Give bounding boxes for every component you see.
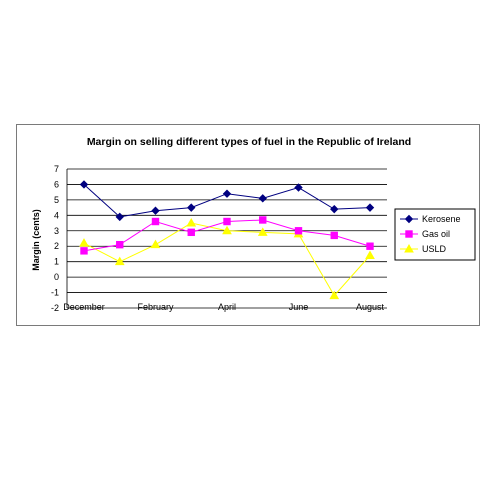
chart-title: Margin on selling different types of fue… [87,136,411,148]
series-usld [79,218,375,300]
series-gas-oil [80,216,374,255]
x-tick-label: April [218,302,236,312]
data-point [187,228,195,237]
y-tick-label: 4 [54,210,59,220]
data-point [365,250,375,259]
series-layer [79,180,375,300]
data-point [114,256,125,266]
data-point [151,217,160,226]
legend-entry: Gas oil [400,229,450,239]
data-point [222,189,232,198]
x-tick-label: June [289,302,309,312]
data-point [115,212,124,222]
y-tick-label: 5 [54,195,59,205]
y-tick-label: 2 [54,241,59,251]
data-point [330,204,339,214]
legend-label: Gas oil [422,229,450,239]
chart-frame: Margin on selling different types of fue… [16,124,480,326]
legend-label: USLD [422,244,447,254]
data-point [80,247,88,255]
x-tick-label: February [137,302,174,312]
data-point [259,216,267,224]
legend-marker [404,243,414,253]
data-point [294,183,303,192]
legend-entry: USLD [400,243,447,254]
data-point [365,203,375,212]
legend-label: Kerosene [422,214,461,224]
chart-svg: Margin on selling different types of fue… [31,136,476,313]
x-tick-labels: December February April June August [63,302,384,312]
data-point [79,238,89,247]
y-tick-label: 7 [54,164,59,174]
y-tick-label: 6 [54,179,59,189]
data-point [329,290,340,300]
y-tick-label: 3 [54,226,59,236]
data-point [294,227,303,235]
data-point [222,225,232,235]
data-point [187,203,196,212]
series-line [83,184,371,218]
x-tick-label: December [63,302,105,312]
data-point [330,231,338,240]
x-tick-label: August [356,302,385,312]
legend-marker [405,230,413,238]
data-point [116,240,124,249]
y-tick-label: -2 [51,303,59,313]
y-tick-label: -1 [51,288,59,298]
data-point [223,217,231,226]
data-point [366,242,374,250]
legend-entry: Kerosene [400,214,461,224]
y-axis-title: Margin (cents) [31,209,41,271]
data-point [257,227,268,236]
y-tick-labels: -2 -1 0 1 2 3 4 5 6 7 [51,164,59,313]
data-point [151,206,160,215]
data-point [258,194,267,203]
data-point [150,239,161,249]
y-tick-label: 0 [54,272,59,282]
legend: Kerosene Gas oil USLD [394,208,476,261]
data-point [79,180,89,189]
data-point [186,218,197,227]
y-tick-label: 1 [54,257,59,267]
legend-marker [404,214,414,224]
series-kerosene [79,180,375,222]
